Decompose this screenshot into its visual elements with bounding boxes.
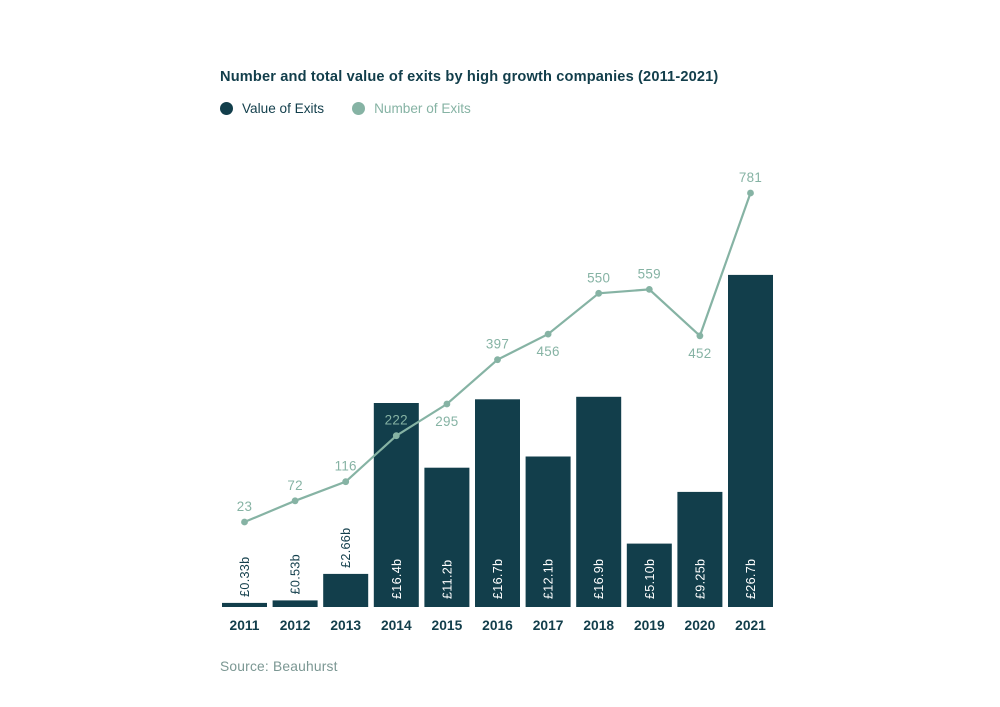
x-axis-label-2016: 2016: [482, 618, 513, 633]
bar-2021: [728, 274, 773, 607]
legend-label-number-of-exits: Number of Exits: [374, 101, 471, 116]
bar-value-label-2015: £11.2b: [440, 560, 454, 599]
bar-2015: [424, 467, 470, 607]
bar-value-label-2021: £26.7b: [744, 559, 758, 599]
legend-item-value-of-exits: Value of Exits: [220, 101, 324, 116]
bar-value-label-2016: £16.7b: [491, 559, 505, 599]
line-value-label-2018: 550: [587, 270, 610, 285]
legend: Value of Exits Number of Exits: [220, 101, 471, 116]
bar-value-label-2011: £0.33b: [238, 557, 252, 597]
bar-2016: [475, 399, 520, 607]
line-point-2018: [595, 289, 603, 297]
line-point-2013: [342, 478, 350, 486]
line-value-label-2016: 397: [486, 337, 509, 352]
legend-item-number-of-exits: Number of Exits: [352, 101, 471, 116]
bar-value-label-2017: £12.1b: [542, 559, 556, 599]
x-axis-label-2014: 2014: [381, 618, 412, 633]
line-point-2017: [544, 330, 552, 338]
bar-value-label-2012: £0.53b: [289, 554, 303, 594]
line-point-2019: [645, 286, 653, 293]
bar-2012: [272, 600, 318, 607]
bar-2020: [677, 491, 723, 607]
bar-value-label-2013: £2.66b: [339, 528, 353, 568]
line-value-label-2012: 72: [287, 478, 303, 493]
line-value-label-2013: 116: [335, 459, 357, 474]
bar-2017: [525, 456, 571, 607]
line-value-label-2021: 781: [739, 170, 762, 185]
x-axis-label-2015: 2015: [432, 618, 463, 633]
bar-value-label-2018: £16.9b: [592, 559, 606, 599]
number-of-exits-swatch-icon: [352, 102, 366, 115]
line-value-label-2014: 222: [385, 413, 408, 428]
x-axis-label-2013: 2013: [330, 618, 361, 633]
line-value-label-2020: 452: [688, 346, 711, 361]
line-value-label-2011: 23: [237, 499, 253, 514]
bar-2013: [323, 573, 369, 607]
line-point-2015: [443, 400, 451, 408]
x-axis-label-2019: 2019: [634, 618, 665, 633]
bar-value-label-2020: £9.25b: [693, 559, 707, 599]
value-of-exits-swatch-icon: [220, 102, 233, 115]
x-axis-label-2020: 2020: [685, 618, 716, 633]
bar-2018: [576, 396, 622, 607]
line-point-2016: [494, 356, 501, 364]
bar-2019: [626, 543, 672, 607]
line-value-label-2015: 295: [435, 414, 458, 429]
legend-label-value-of-exits: Value of Exits: [242, 101, 325, 116]
x-axis-label-2012: 2012: [280, 618, 311, 633]
line-point-2020: [696, 332, 704, 340]
bar-value-label-2019: £5.10b: [643, 559, 657, 599]
line-point-2014: [392, 432, 400, 440]
x-axis-label-2021: 2021: [735, 618, 766, 633]
x-axis-label-2018: 2018: [583, 618, 614, 633]
line-value-label-2017: 456: [536, 344, 559, 359]
line-point-2012: [291, 497, 299, 505]
bar-2011: [222, 602, 267, 607]
bar-value-label-2014: £16.4b: [390, 559, 404, 599]
line-value-label-2019: 559: [638, 266, 661, 281]
x-axis-label-2011: 2011: [230, 618, 260, 633]
chart-title: Number and total value of exits by high …: [220, 69, 719, 85]
line-point-2011: [241, 518, 248, 526]
source-note: Source: Beauhurst: [220, 659, 338, 674]
x-axis-label-2017: 2017: [533, 618, 564, 633]
line-point-2021: [747, 189, 754, 197]
